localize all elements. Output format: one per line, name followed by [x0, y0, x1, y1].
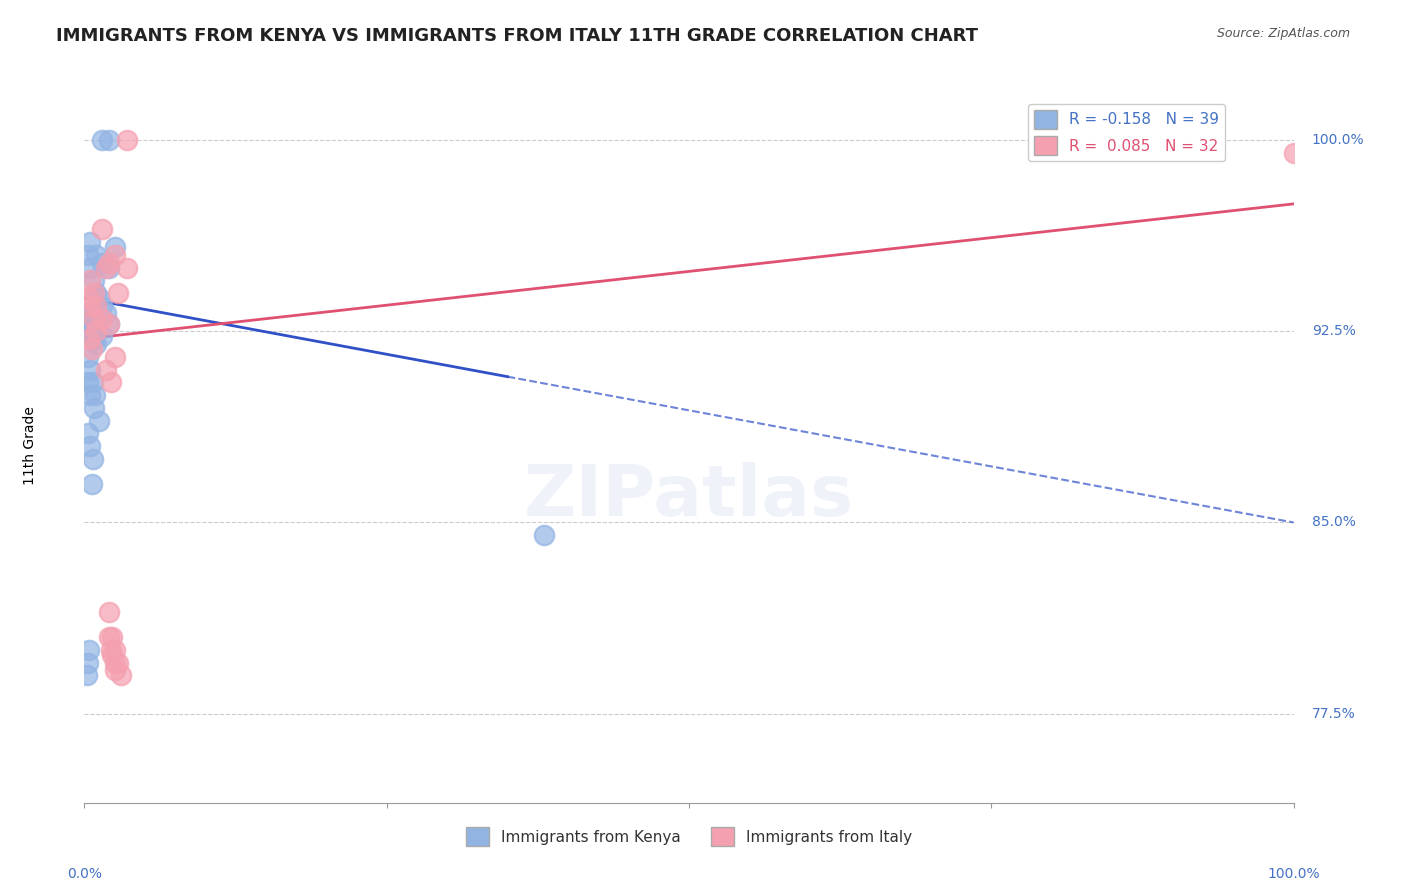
- Point: [79, 362, 101, 376]
- Point: [83, 273, 105, 287]
- Point: [104, 240, 127, 254]
- Point: [80, 477, 103, 491]
- Point: [91, 329, 114, 343]
- Point: [83, 401, 105, 415]
- Point: [87, 291, 110, 305]
- Point: [86, 248, 108, 262]
- Point: [77, 656, 100, 670]
- Point: [104, 663, 127, 677]
- Point: [104, 656, 127, 670]
- Point: [115, 260, 138, 275]
- Point: [94, 260, 117, 275]
- Point: [76, 311, 98, 326]
- Text: 100.0%: 100.0%: [1267, 866, 1320, 880]
- Point: [97, 317, 120, 331]
- Point: [91, 299, 114, 313]
- Point: [84, 388, 107, 402]
- Point: [94, 306, 117, 320]
- Point: [86, 337, 108, 351]
- Point: [94, 362, 117, 376]
- Point: [76, 306, 98, 320]
- Point: [82, 451, 104, 466]
- Point: [77, 248, 100, 262]
- Point: [79, 439, 101, 453]
- Text: IMMIGRANTS FROM KENYA VS IMMIGRANTS FROM ITALY 11TH GRADE CORRELATION CHART: IMMIGRANTS FROM KENYA VS IMMIGRANTS FROM…: [56, 27, 979, 45]
- Point: [82, 376, 104, 390]
- Point: [91, 311, 114, 326]
- Legend: Immigrants from Kenya, Immigrants from Italy: Immigrants from Kenya, Immigrants from I…: [460, 822, 918, 852]
- Point: [104, 350, 127, 364]
- Text: 92.5%: 92.5%: [1312, 325, 1355, 338]
- Point: [115, 133, 138, 147]
- Point: [80, 324, 103, 338]
- Point: [86, 299, 108, 313]
- Point: [97, 630, 120, 644]
- Point: [80, 342, 103, 356]
- Text: Source: ZipAtlas.com: Source: ZipAtlas.com: [1216, 27, 1350, 40]
- Point: [83, 332, 105, 346]
- Point: [104, 643, 127, 657]
- Point: [91, 133, 114, 147]
- Point: [77, 350, 100, 364]
- Point: [97, 255, 120, 269]
- Point: [100, 376, 122, 390]
- Text: 77.5%: 77.5%: [1312, 706, 1355, 721]
- Point: [107, 656, 129, 670]
- Point: [77, 332, 100, 346]
- Point: [76, 668, 98, 682]
- Text: ZIPatlas: ZIPatlas: [524, 462, 853, 532]
- Point: [101, 630, 124, 644]
- Point: [97, 133, 120, 147]
- Point: [77, 376, 100, 390]
- Point: [110, 668, 132, 682]
- Point: [83, 286, 105, 301]
- Text: 100.0%: 100.0%: [1312, 133, 1364, 147]
- Point: [79, 299, 101, 313]
- Point: [1282, 145, 1305, 160]
- Point: [97, 605, 120, 619]
- Point: [77, 643, 100, 657]
- Point: [79, 273, 101, 287]
- Point: [86, 324, 108, 338]
- Point: [77, 311, 100, 326]
- Point: [91, 255, 114, 269]
- Point: [86, 286, 108, 301]
- Point: [101, 648, 124, 662]
- Point: [100, 643, 122, 657]
- Text: 11th Grade: 11th Grade: [22, 407, 37, 485]
- Point: [77, 426, 100, 441]
- Point: [79, 235, 101, 249]
- Point: [533, 528, 555, 542]
- Point: [97, 317, 120, 331]
- Point: [77, 291, 100, 305]
- Point: [87, 413, 110, 427]
- Text: 0.0%: 0.0%: [67, 866, 101, 880]
- Point: [97, 260, 120, 275]
- Point: [107, 286, 129, 301]
- Point: [104, 248, 127, 262]
- Text: 85.0%: 85.0%: [1312, 516, 1355, 530]
- Point: [91, 222, 114, 236]
- Point: [79, 388, 101, 402]
- Point: [77, 317, 100, 331]
- Point: [79, 260, 101, 275]
- Point: [83, 311, 105, 326]
